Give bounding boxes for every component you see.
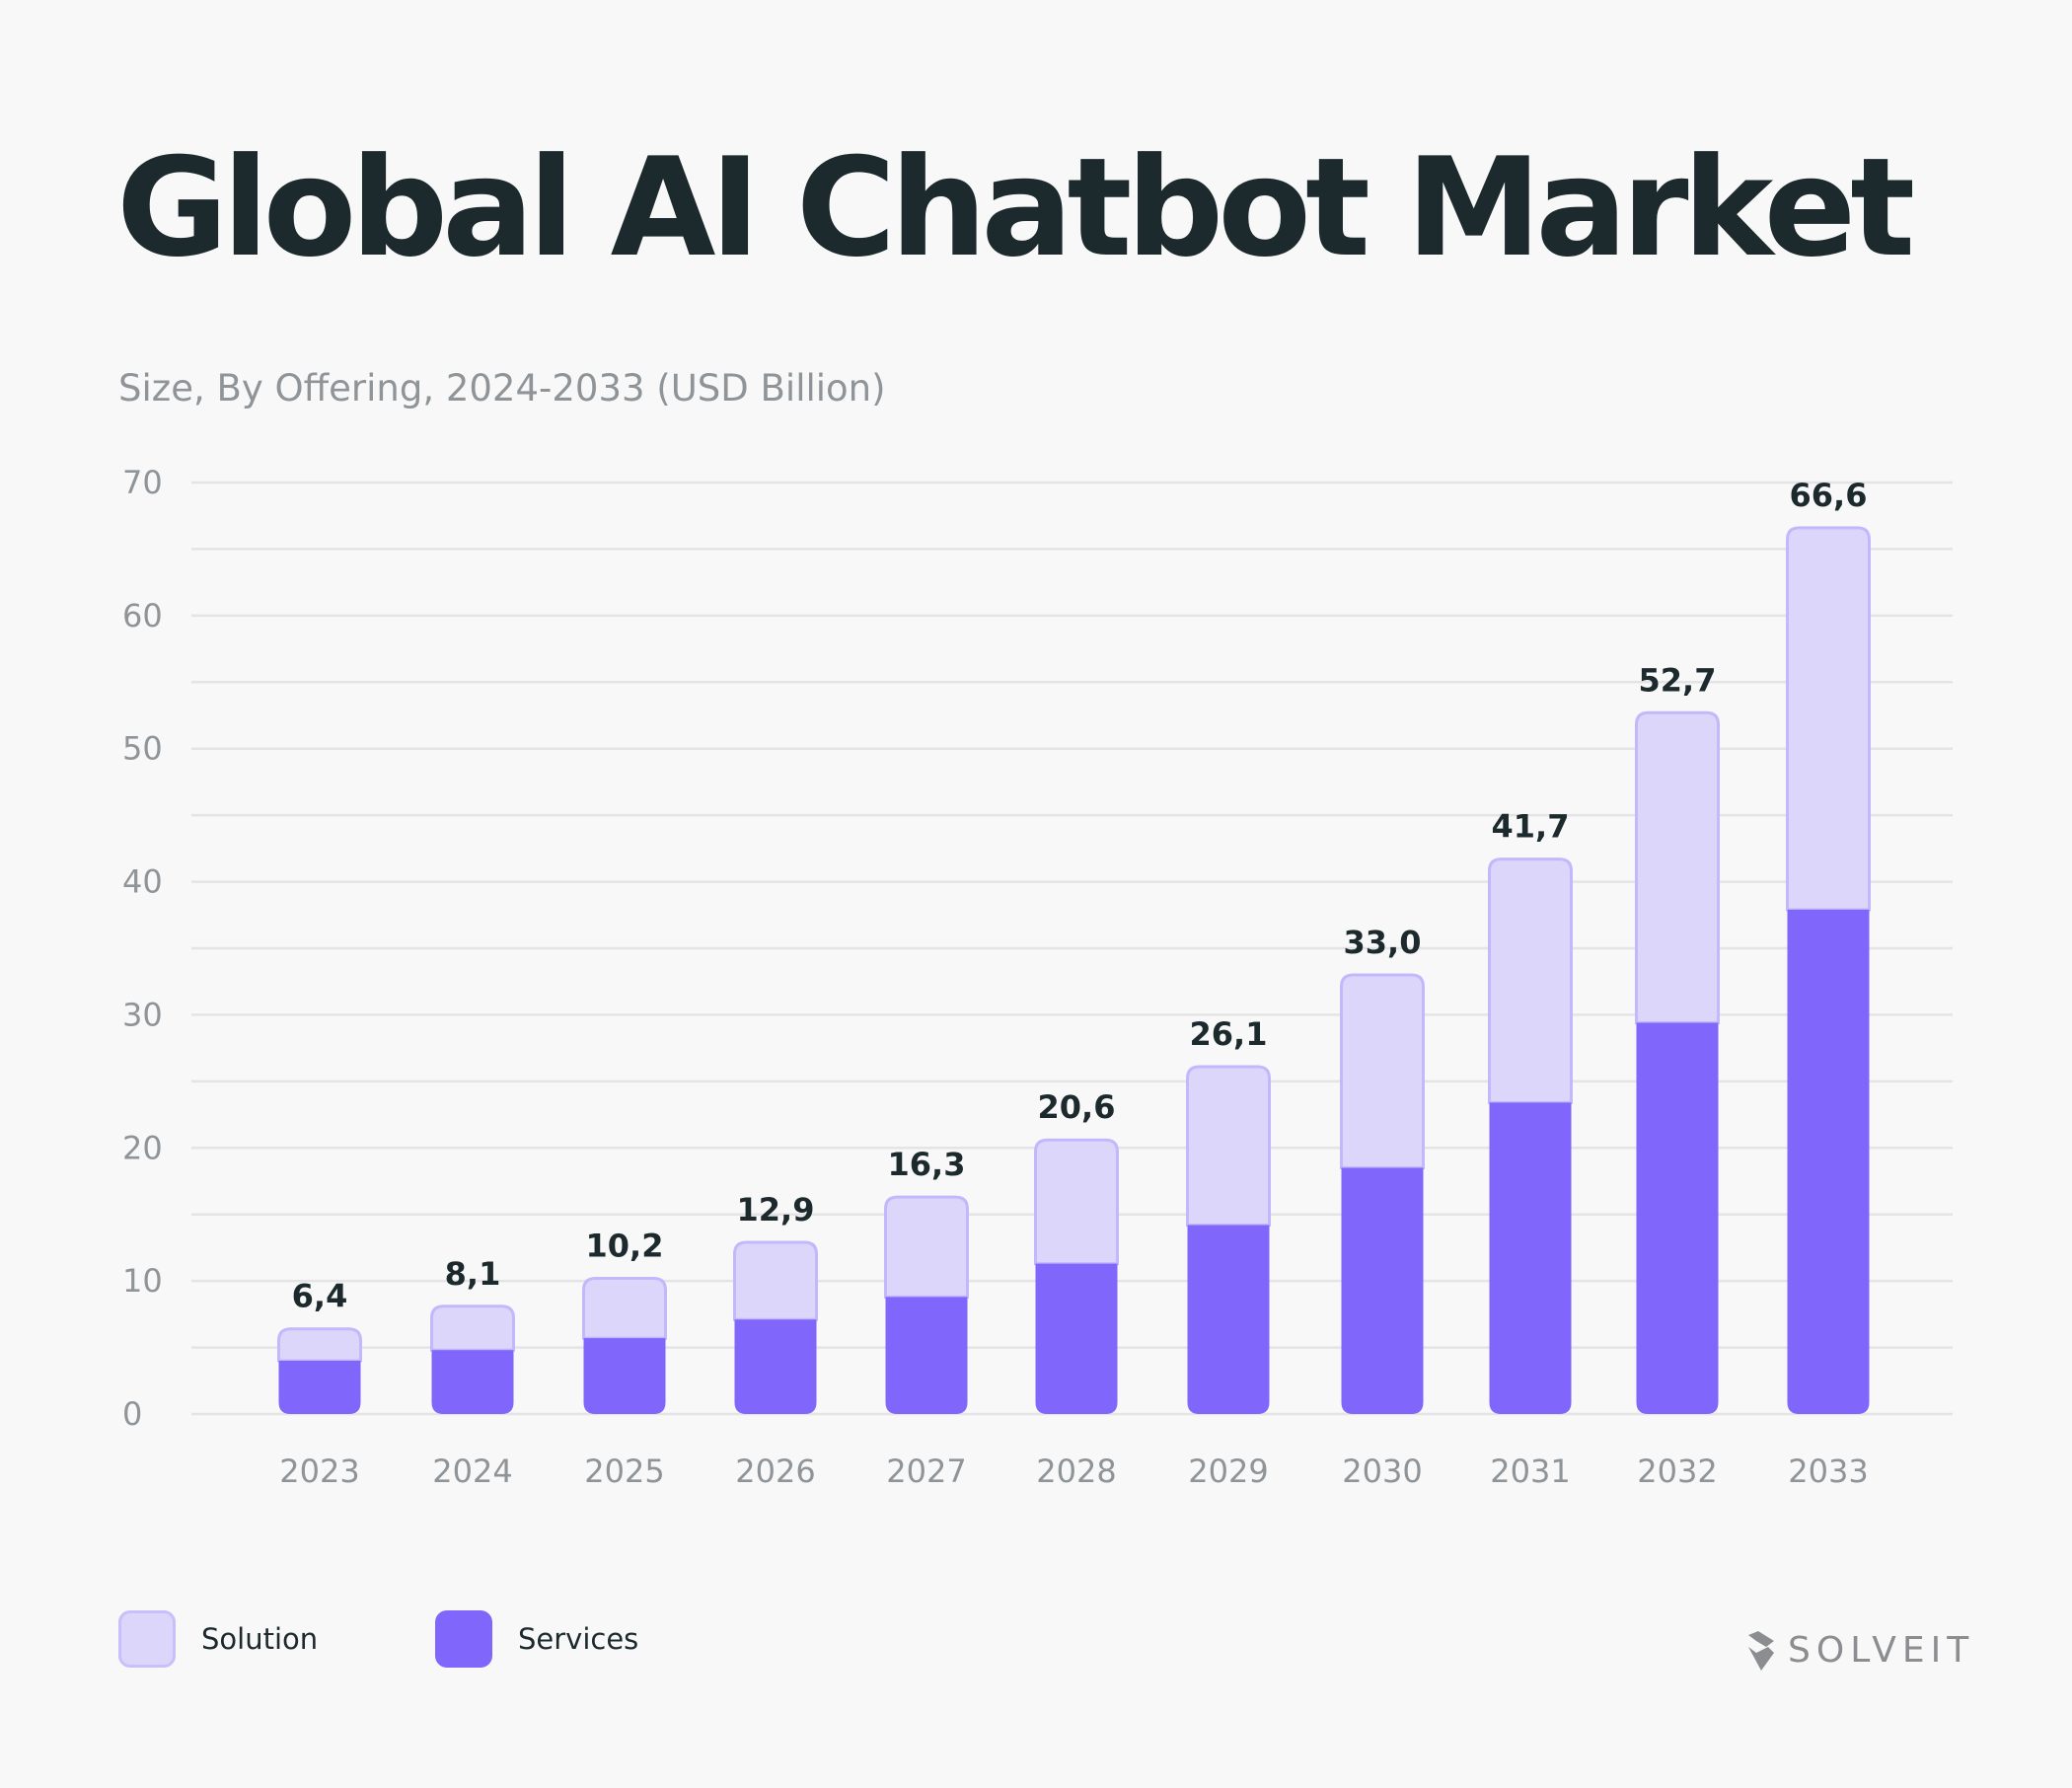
x-tick-label: 2029: [1188, 1453, 1268, 1490]
bar-total-label: 16,3: [888, 1146, 966, 1183]
legend-label-services: Services: [518, 1622, 639, 1656]
bar-total-label: 20,6: [1038, 1088, 1116, 1126]
bar-services: [1787, 909, 1870, 1414]
bar-solution: [430, 1304, 515, 1352]
bar-services: [1636, 1022, 1719, 1414]
bar-solution: [1786, 526, 1871, 912]
y-tick-label: 40: [122, 863, 163, 901]
chart-title: Global AI Chatbot Market: [116, 128, 1915, 287]
bar-total-label: 8,1: [445, 1255, 501, 1293]
bar-services: [885, 1297, 968, 1414]
x-tick-label: 2026: [735, 1453, 815, 1490]
bar-solution: [277, 1327, 362, 1363]
legend-item-solution: Solution: [118, 1610, 318, 1668]
x-tick-label: 2032: [1637, 1453, 1717, 1490]
x-tick-label: 2025: [584, 1453, 664, 1490]
x-tick-label: 2031: [1490, 1453, 1570, 1490]
solveit-logo: SOLVEIT: [1744, 1630, 1974, 1671]
bar-total-label: 10,2: [586, 1227, 664, 1264]
bar-services: [1489, 1102, 1572, 1414]
solution-swatch: [118, 1610, 176, 1668]
bar-total-label: 26,1: [1190, 1015, 1268, 1053]
bar-services: [278, 1361, 361, 1414]
bar-services: [431, 1350, 514, 1414]
solveit-logo-icon: [1748, 1630, 1774, 1671]
bar-services: [1341, 1167, 1424, 1414]
bar-services: [583, 1338, 666, 1414]
x-tick-label: 2024: [432, 1453, 512, 1490]
bar-total-label: 33,0: [1344, 924, 1422, 961]
chart-subtitle: Size, By Offering, 2024-2033 (USD Billio…: [118, 367, 886, 410]
bar-solution: [733, 1240, 818, 1321]
bar-solution: [1488, 857, 1573, 1104]
bar-solution: [1186, 1065, 1271, 1227]
bar-total-label: 41,7: [1492, 808, 1570, 846]
x-tick-label: 2033: [1788, 1453, 1868, 1490]
legend-item-services: Services: [435, 1610, 638, 1668]
bar-chart: 0102030405060706,420238,1202410,2202512,…: [122, 464, 1953, 1490]
bar-solution: [582, 1276, 667, 1340]
y-tick-label: 70: [122, 464, 163, 501]
bar-total-label: 6,4: [292, 1278, 348, 1315]
y-tick-label: 50: [122, 730, 163, 768]
y-tick-label: 30: [122, 996, 163, 1033]
bar-total-label: 66,6: [1790, 477, 1868, 514]
y-tick-label: 20: [122, 1129, 163, 1166]
x-tick-label: 2030: [1342, 1453, 1422, 1490]
y-tick-label: 10: [122, 1262, 163, 1300]
x-tick-label: 2023: [279, 1453, 359, 1490]
bar-solution: [884, 1195, 969, 1299]
bar-total-label: 52,7: [1639, 661, 1717, 699]
y-tick-label: 0: [122, 1395, 142, 1433]
bar-solution: [1340, 973, 1425, 1170]
legend-label-solution: Solution: [201, 1622, 319, 1656]
bar-services: [1035, 1263, 1118, 1414]
logo-text: SOLVEIT: [1788, 1630, 1975, 1671]
bar-solution: [1635, 710, 1720, 1025]
bar-total-label: 12,9: [737, 1191, 815, 1229]
y-tick-label: 60: [122, 597, 163, 634]
x-tick-label: 2027: [886, 1453, 966, 1490]
services-swatch: [435, 1610, 492, 1668]
bar-services: [1187, 1225, 1270, 1414]
x-tick-label: 2028: [1036, 1453, 1116, 1490]
bar-solution: [1034, 1138, 1119, 1266]
bar-services: [734, 1319, 817, 1414]
